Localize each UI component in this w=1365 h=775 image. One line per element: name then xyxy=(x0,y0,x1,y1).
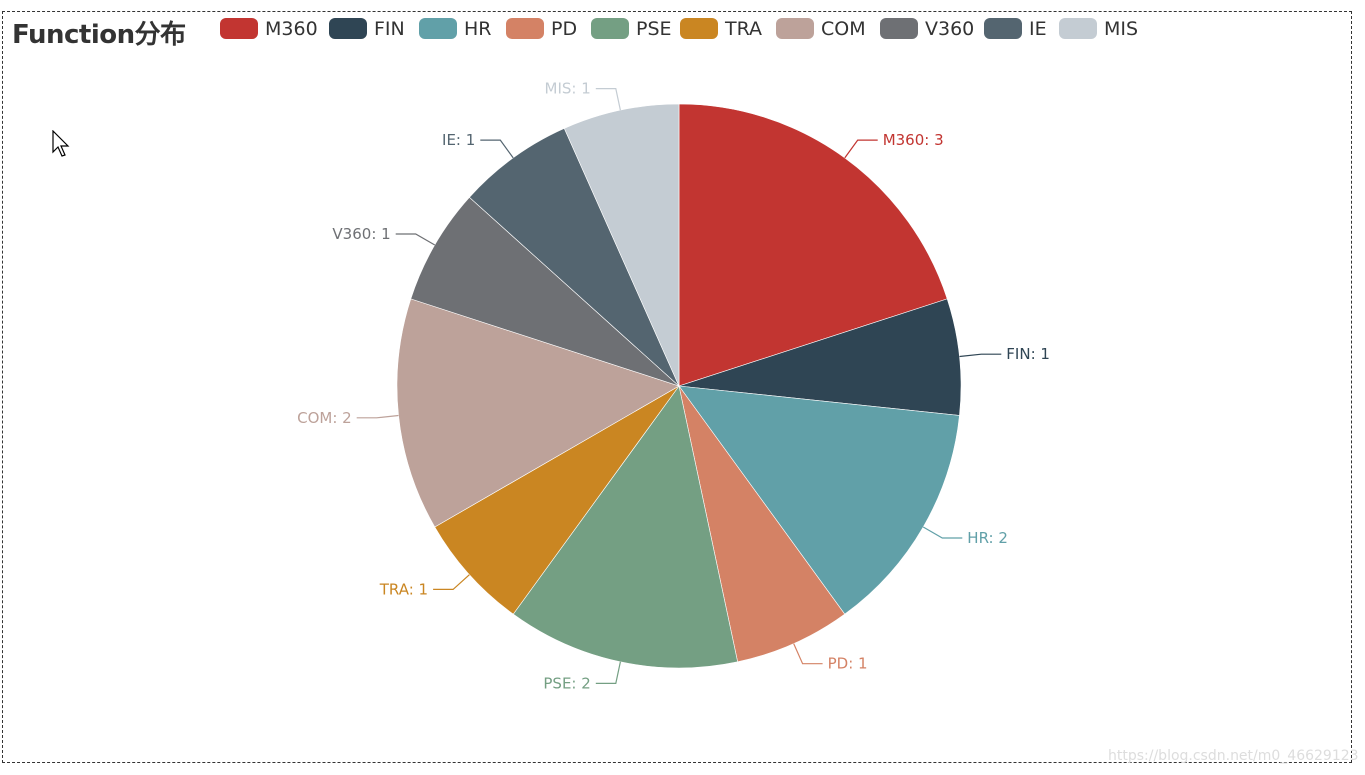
legend-item-pse[interactable]: PSE xyxy=(591,18,672,40)
mouse-cursor-icon xyxy=(52,130,70,157)
slice-label-tra: TRA: 1 xyxy=(379,580,428,598)
slice-label-fin: FIN: 1 xyxy=(1006,345,1050,363)
pie-slice-pse[interactable] xyxy=(512,385,738,669)
pie-slice-mis[interactable] xyxy=(563,103,680,387)
slice-label-hr: HR: 2 xyxy=(967,529,1008,547)
legend-item-pd[interactable]: PD xyxy=(506,18,577,40)
label-leader-line xyxy=(595,87,621,111)
slice-label-m360: M360: 3 xyxy=(883,131,944,149)
legend: M360 FIN HR PD PSE TRA COM V360 IE MIS xyxy=(220,18,1138,40)
chart-frame xyxy=(2,11,1352,763)
legend-label: V360 xyxy=(925,18,974,40)
slice-label-pse: PSE: 2 xyxy=(543,674,590,692)
pie-slice-fin[interactable] xyxy=(678,298,962,416)
slice-label-com: COM: 2 xyxy=(297,409,352,427)
legend-swatch xyxy=(984,18,1022,39)
label-leader-line xyxy=(959,353,1002,358)
pie-slice-pd[interactable] xyxy=(678,385,846,663)
legend-swatch xyxy=(776,18,814,39)
label-leader-line xyxy=(793,643,823,665)
slice-label-pd: PD: 1 xyxy=(828,655,868,673)
slice-labels: M360: 3 FIN: 1 HR: 2 PD: 1 PSE: 2 TRA: 1 COM: … xyxy=(297,80,1050,693)
legend-label: HR xyxy=(464,18,492,40)
legend-item-ie[interactable]: IE xyxy=(984,18,1047,40)
legend-item-mis[interactable]: MIS xyxy=(1059,18,1138,40)
legend-label: PD xyxy=(551,18,577,40)
legend-label: M360 xyxy=(265,18,318,40)
legend-label: PSE xyxy=(636,18,672,40)
pie-slices xyxy=(396,103,962,669)
pie-slice-v360[interactable] xyxy=(410,196,680,387)
legend-swatch xyxy=(506,18,544,39)
legend-swatch xyxy=(220,18,258,39)
label-leader-line xyxy=(480,139,514,159)
pie-slice-hr[interactable] xyxy=(678,385,960,615)
legend-label: MIS xyxy=(1104,18,1138,40)
legend-item-v360[interactable]: V360 xyxy=(880,18,974,40)
legend-item-com[interactable]: COM xyxy=(776,18,866,40)
chart-title: Function分布 xyxy=(12,20,186,50)
slice-label-v360: V360: 1 xyxy=(332,225,390,243)
slice-label-ie: IE: 1 xyxy=(442,131,475,149)
legend-item-tra[interactable]: TRA xyxy=(680,18,762,40)
legend-swatch xyxy=(1059,18,1097,39)
label-leader-line xyxy=(922,526,963,539)
label-leader-line xyxy=(844,139,878,159)
label-leader-line xyxy=(595,661,621,685)
legend-swatch xyxy=(329,18,367,39)
legend-swatch xyxy=(591,18,629,39)
legend-label: IE xyxy=(1029,18,1047,40)
legend-label: TRA xyxy=(724,18,762,40)
legend-swatch xyxy=(680,18,718,39)
legend-label: COM xyxy=(821,18,866,40)
legend-item-hr[interactable]: HR xyxy=(419,18,492,40)
pie-slice-ie[interactable] xyxy=(469,127,680,387)
watermark-text: https://blog.csdn.net/m0_46629123 xyxy=(1108,748,1359,764)
label-leader-line xyxy=(356,414,399,419)
label-leader-line xyxy=(433,574,470,591)
slice-label-mis: MIS: 1 xyxy=(545,80,591,98)
pie-slice-com[interactable] xyxy=(396,298,680,528)
legend-item-fin[interactable]: FIN xyxy=(329,18,405,40)
legend-label: FIN xyxy=(374,18,405,40)
pie-slice-tra[interactable] xyxy=(434,385,680,615)
legend-item-m360[interactable]: M360 xyxy=(220,18,318,40)
legend-swatch xyxy=(419,18,457,39)
legend-swatch xyxy=(880,18,918,39)
label-leader-line xyxy=(395,233,436,246)
